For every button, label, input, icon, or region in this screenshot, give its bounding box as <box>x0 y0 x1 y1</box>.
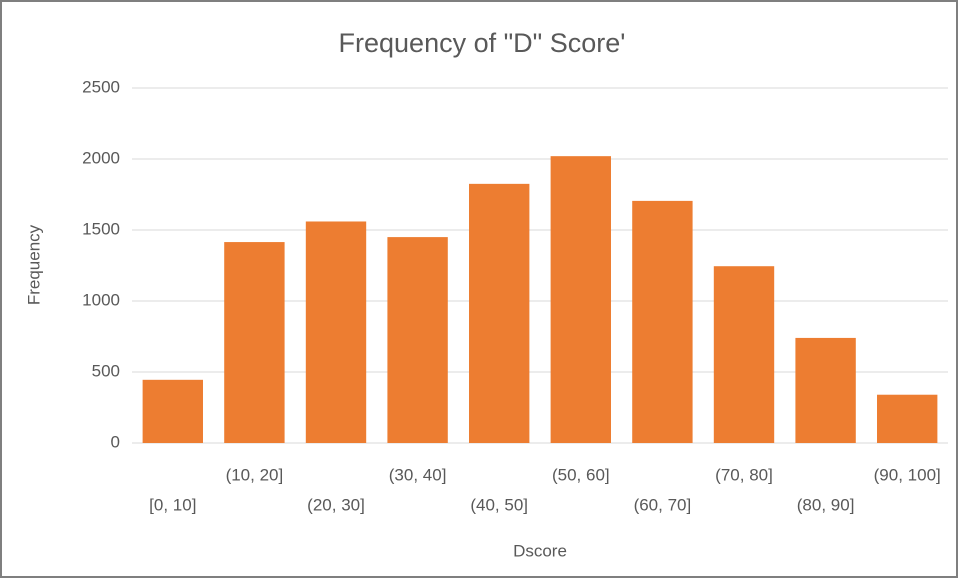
x-tick-label: (10, 20] <box>226 465 284 484</box>
x-tick-label: [0, 10] <box>149 495 196 514</box>
x-tick-label: (60, 70] <box>634 495 692 514</box>
y-axis-title: Frequency <box>24 224 43 305</box>
y-tick-label: 1500 <box>82 219 120 238</box>
bar <box>224 242 285 443</box>
y-tick-label: 1000 <box>82 290 120 309</box>
x-tick-label: (90, 100] <box>874 465 941 484</box>
x-tick-label: (50, 60] <box>552 465 610 484</box>
bar <box>795 337 856 443</box>
bar <box>387 237 448 443</box>
y-tick-label: 2000 <box>82 148 120 167</box>
bar <box>142 379 203 443</box>
x-tick-label: (70, 80] <box>715 465 773 484</box>
bar <box>550 156 611 443</box>
bar <box>305 221 367 443</box>
x-tick-label: (30, 40] <box>389 465 447 484</box>
chart-title: Frequency of "D" Score' <box>339 28 626 58</box>
bar <box>713 266 775 443</box>
bar <box>877 394 938 443</box>
y-tick-label: 0 <box>111 432 120 451</box>
bar <box>632 200 693 443</box>
x-axis-title: Dscore <box>513 541 567 560</box>
x-tick-label: (40, 50] <box>470 495 528 514</box>
x-tick-label: (80, 90] <box>797 495 855 514</box>
y-tick-label: 2500 <box>82 77 120 96</box>
x-tick-label: (20, 30] <box>307 495 365 514</box>
bar <box>469 183 530 443</box>
y-tick-label: 500 <box>92 361 120 380</box>
